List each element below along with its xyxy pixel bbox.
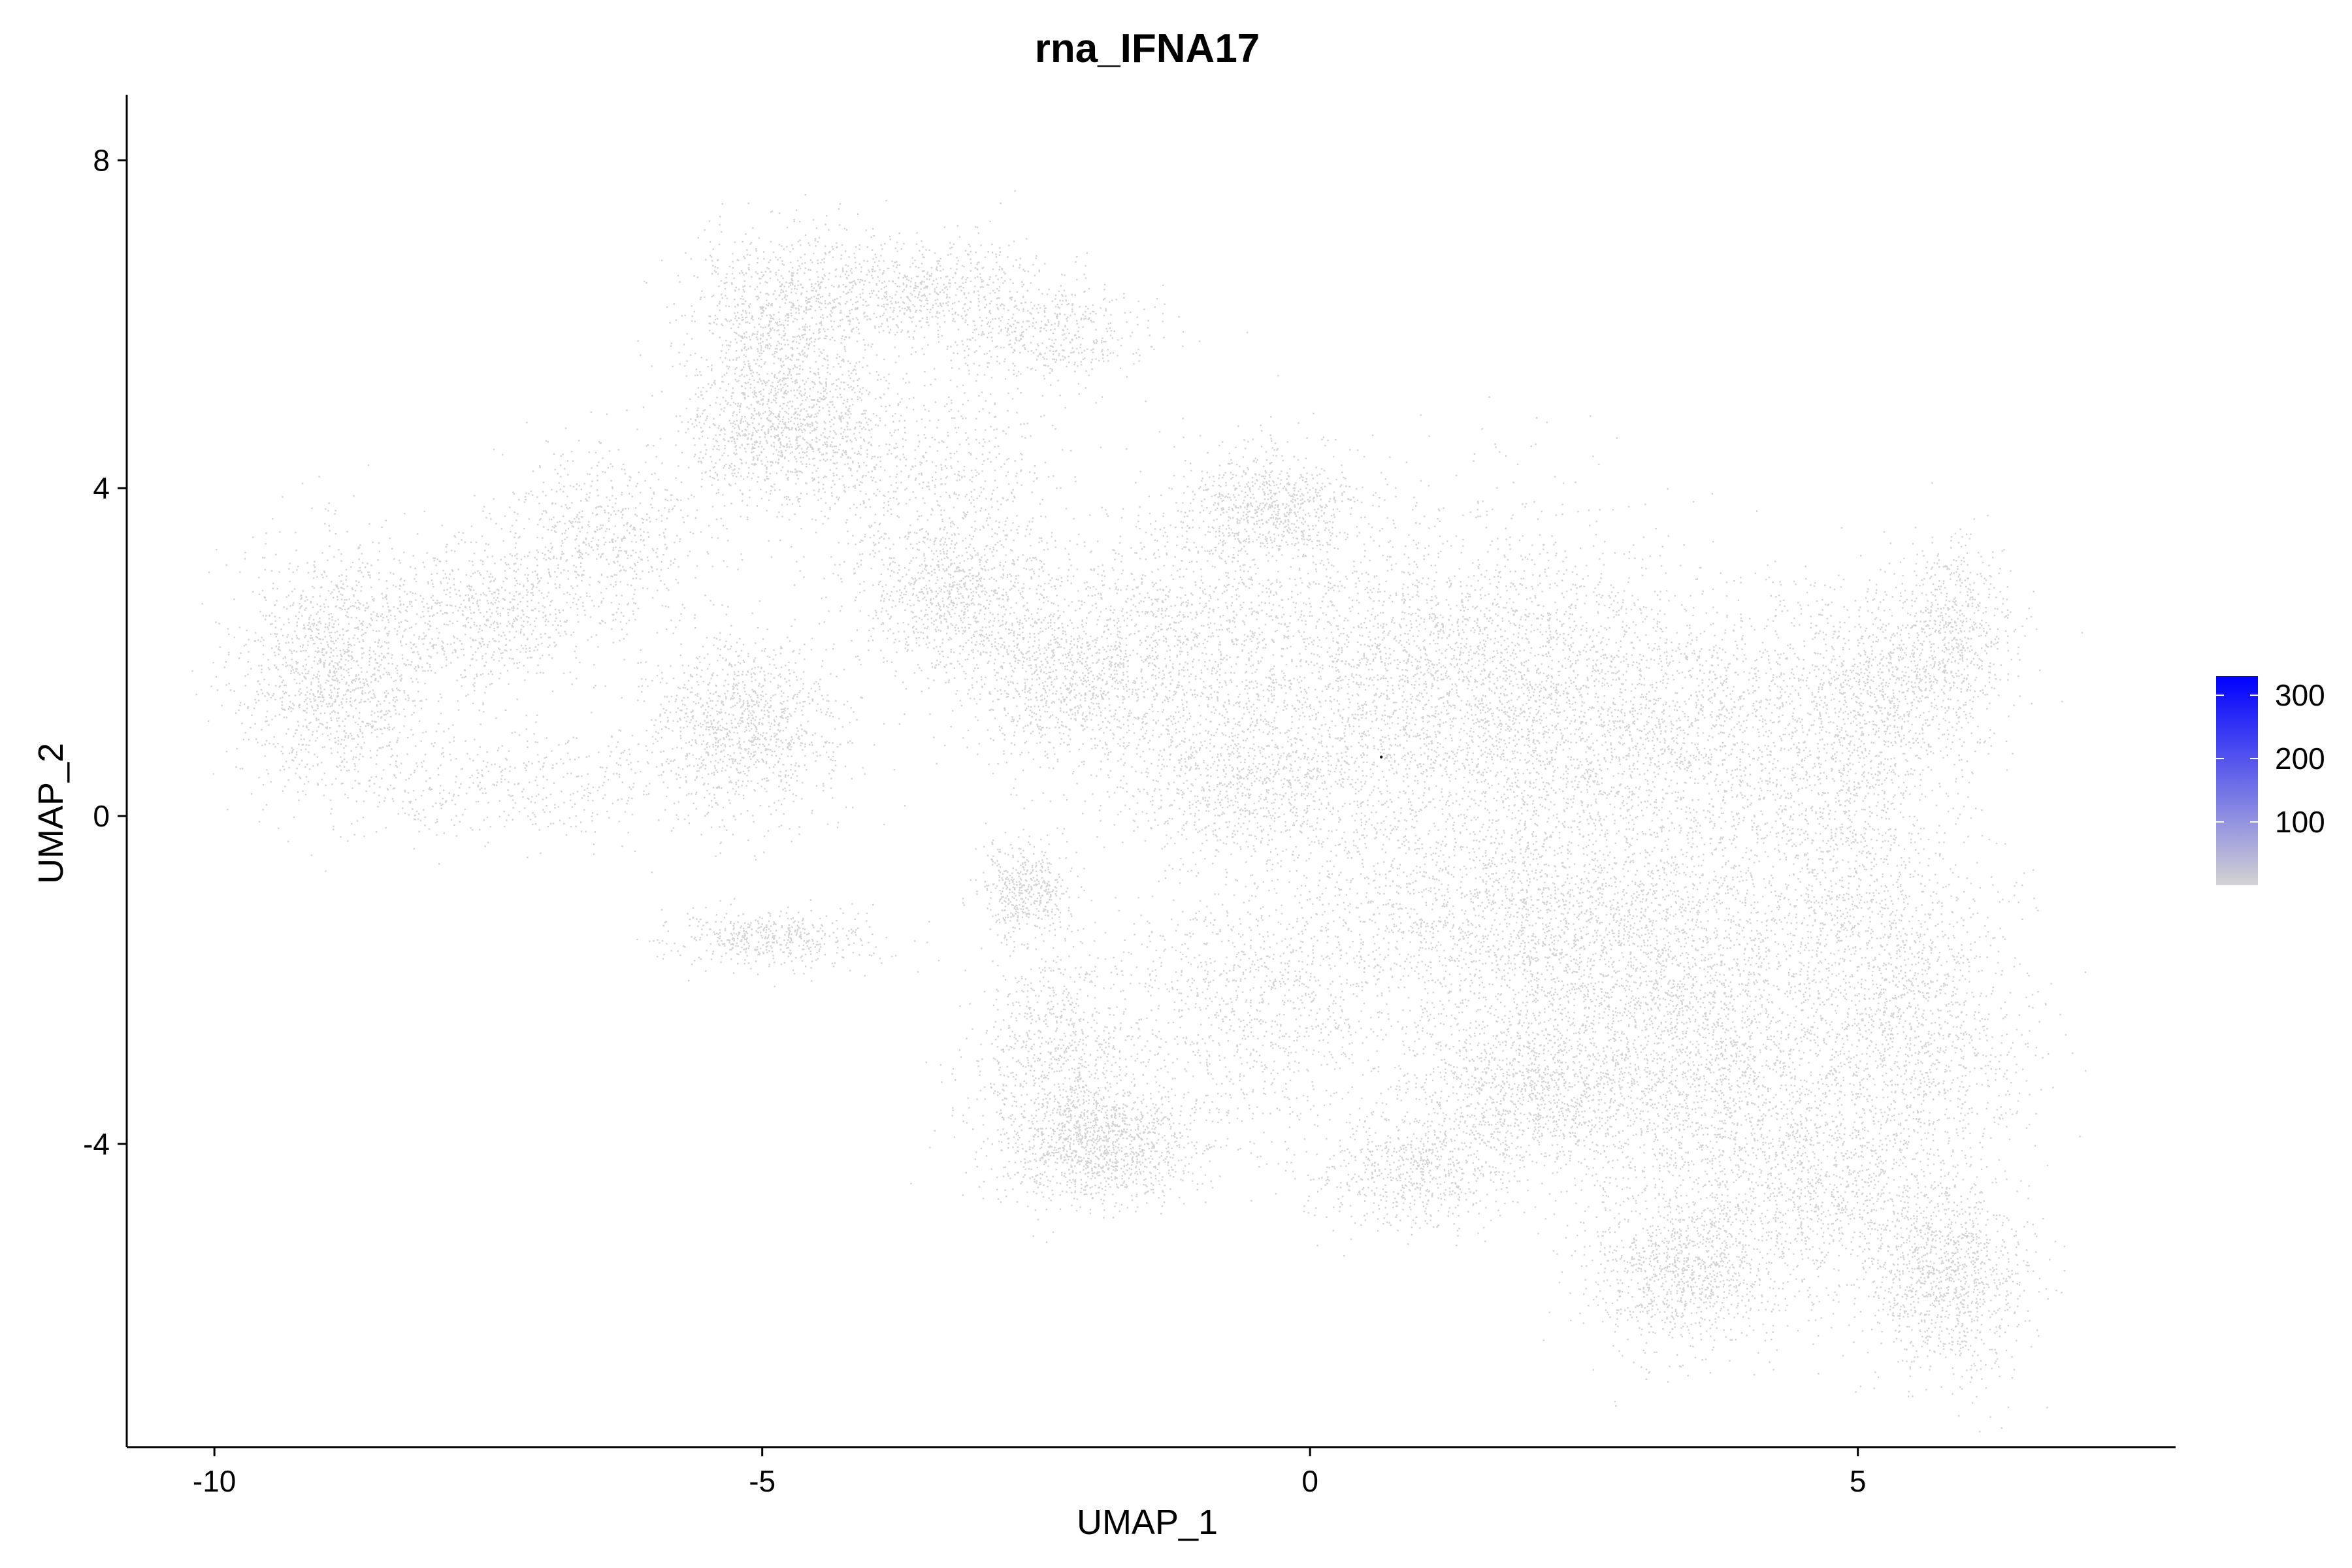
x-tick-label: 5 <box>1850 1464 1867 1498</box>
x-axis-ticks: -10 -5 0 5 <box>193 1447 1867 1498</box>
colorbar-tick-label: 200 <box>2275 742 2325 776</box>
cell-point-cloud <box>191 190 2087 1433</box>
y-axis-ticks: -4 0 4 8 <box>83 143 127 1161</box>
colorbar-ticks: 100 200 300 <box>2216 678 2325 839</box>
x-tick-label: 0 <box>1301 1464 1318 1498</box>
colorbar-tick-label: 100 <box>2275 805 2325 839</box>
color-legend: 100 200 300 <box>2216 676 2325 885</box>
colorbar <box>2216 676 2258 885</box>
colorbar-tick-label: 300 <box>2275 678 2325 712</box>
expressing-cell-points <box>1379 755 1383 759</box>
y-tick-label: 0 <box>93 799 110 833</box>
x-tick-label: -10 <box>193 1464 236 1498</box>
y-tick-label: 8 <box>93 143 110 177</box>
chart-title: rna_IFNA17 <box>1035 26 1260 71</box>
x-tick-label: -5 <box>749 1464 776 1498</box>
x-axis-title: UMAP_1 <box>1077 1503 1218 1542</box>
cell-points <box>191 190 2087 1433</box>
y-tick-label: 4 <box>93 471 110 505</box>
y-axis-title: UMAP_2 <box>31 743 71 884</box>
y-tick-label: -4 <box>83 1127 110 1161</box>
expressing-cell-point <box>1379 755 1383 759</box>
